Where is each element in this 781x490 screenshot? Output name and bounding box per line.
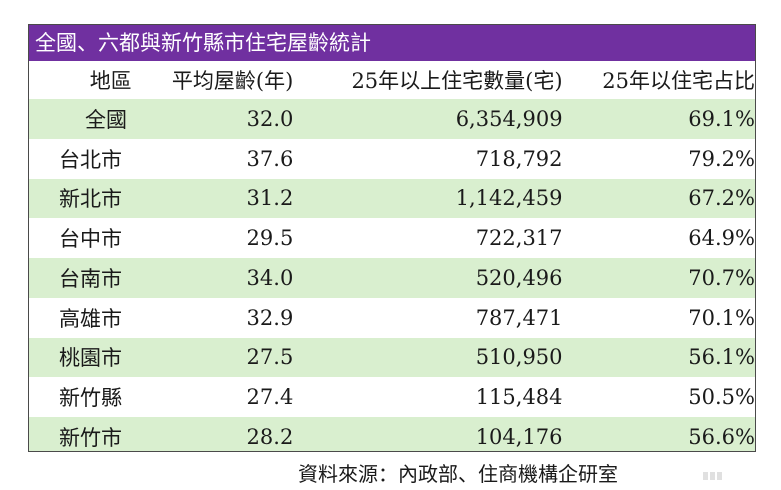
cell-share: 67.2% (688, 186, 755, 211)
cell-share: 70.1% (688, 305, 755, 330)
cell-region: 台南市 (59, 266, 122, 291)
cell-avg-age: 34.0 (246, 265, 294, 290)
watermark-icon (703, 472, 722, 480)
cell-avg-age: 28.2 (246, 424, 294, 449)
cell-share: 56.1% (688, 345, 755, 370)
cell-avg-age: 29.5 (246, 226, 294, 251)
cell-share: 56.6% (688, 424, 755, 449)
cell-region: 新竹縣 (59, 386, 122, 411)
cell-count: 787,471 (475, 305, 563, 330)
cell-avg-age: 27.5 (246, 345, 294, 370)
header-region: 地區 (89, 69, 132, 93)
cell-avg-age: 32.0 (246, 106, 294, 131)
cell-avg-age: 31.2 (246, 186, 294, 211)
cell-avg-age: 32.9 (246, 305, 294, 330)
cell-avg-age: 27.4 (246, 385, 294, 410)
cell-count: 722,317 (475, 226, 563, 251)
cell-share: 70.7% (688, 265, 755, 290)
cell-region: 新北市 (59, 187, 122, 212)
cell-count: 718,792 (475, 146, 563, 171)
cell-region: 台中市 (59, 227, 122, 252)
cell-region: 新竹市 (59, 425, 122, 450)
cell-share: 50.5% (688, 385, 755, 410)
cell-count: 104,176 (475, 424, 563, 449)
cell-region: 桃園市 (59, 346, 122, 371)
header-count: 25年以上住宅數量(宅) (351, 69, 563, 93)
cell-share: 79.2% (688, 146, 755, 171)
cell-count: 520,496 (475, 265, 563, 290)
cell-share: 69.1% (688, 106, 755, 131)
table-row: 全國 32.0 6,354,909 69.1% (29, 99, 755, 139)
cell-count: 510,950 (475, 345, 563, 370)
cell-count: 1,142,459 (455, 186, 563, 211)
cell-region: 全國 (85, 107, 127, 132)
cell-avg-age: 37.6 (246, 146, 294, 171)
cell-count: 115,484 (475, 385, 563, 410)
cell-count: 6,354,909 (455, 106, 563, 131)
header-avg-age: 平均屋齡(年) (171, 69, 294, 93)
table-row: 台南市 34.0 520,496 70.7% (29, 258, 755, 298)
header-row: 地區 平均屋齡(年) 25年以上住宅數量(宅) 25年以住宅占比 (29, 61, 755, 99)
header-share: 25年以住宅占比 (602, 69, 756, 93)
table-row: 新北市 31.2 1,142,459 67.2% (29, 178, 755, 219)
table-title: 全國、六都與新竹縣市住宅屋齡統計 (29, 25, 755, 61)
table-row: 新竹縣 27.4 115,484 50.5% (29, 377, 755, 417)
source-note: 資料來源：內政部、住商機構企研室 (298, 462, 618, 486)
table-row: 台中市 29.5 722,317 64.9% (29, 218, 755, 258)
cell-region: 高雄市 (59, 306, 122, 331)
table-row: 新竹市 28.2 104,176 56.6% (29, 417, 755, 451)
cell-share: 64.9% (688, 226, 755, 251)
table-row: 高雄市 32.9 787,471 70.1% (29, 298, 755, 338)
table-row: 台北市 37.6 718,792 79.2% (29, 139, 755, 179)
cell-region: 台北市 (59, 147, 122, 172)
statistics-table: 全國、六都與新竹縣市住宅屋齡統計 地區 平均屋齡(年) 25年以上住宅數量(宅)… (28, 24, 756, 452)
table-row: 桃園市 27.5 510,950 56.1% (29, 337, 755, 378)
